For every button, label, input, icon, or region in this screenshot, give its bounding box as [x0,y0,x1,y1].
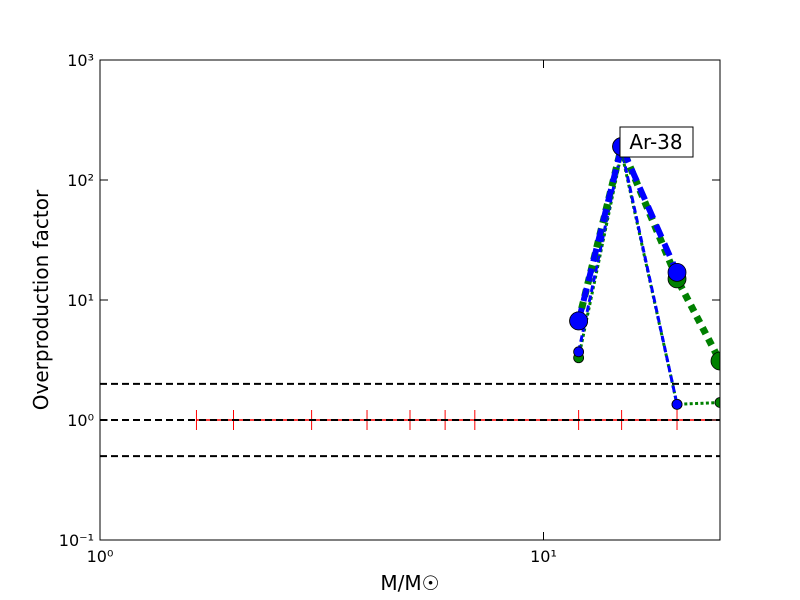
marker [714,397,720,408]
y-tick-label: 10³ [67,51,94,70]
marker [569,311,589,331]
series-line [577,152,720,406]
y-tick-label: 10⁻¹ [59,531,94,550]
y-tick-label: 10¹ [67,291,94,310]
x-tick-label: 10¹ [530,547,557,566]
x-axis-label: M/M☉ [380,571,439,595]
y-tick-label: 10⁰ [67,411,94,430]
marker [667,262,687,282]
series-line [577,149,679,405]
series-line [575,137,680,322]
plot-area [100,135,720,458]
y-tick-label: 10² [67,171,94,190]
marker [710,351,720,371]
marker [573,346,585,358]
annotation: Ar-38 [629,130,682,154]
marker [671,398,683,410]
y-axis-label: Overproduction factor [29,189,53,410]
series-line [575,135,720,363]
annotation-box [619,126,694,158]
x-tick-label: 10⁰ [87,547,114,566]
